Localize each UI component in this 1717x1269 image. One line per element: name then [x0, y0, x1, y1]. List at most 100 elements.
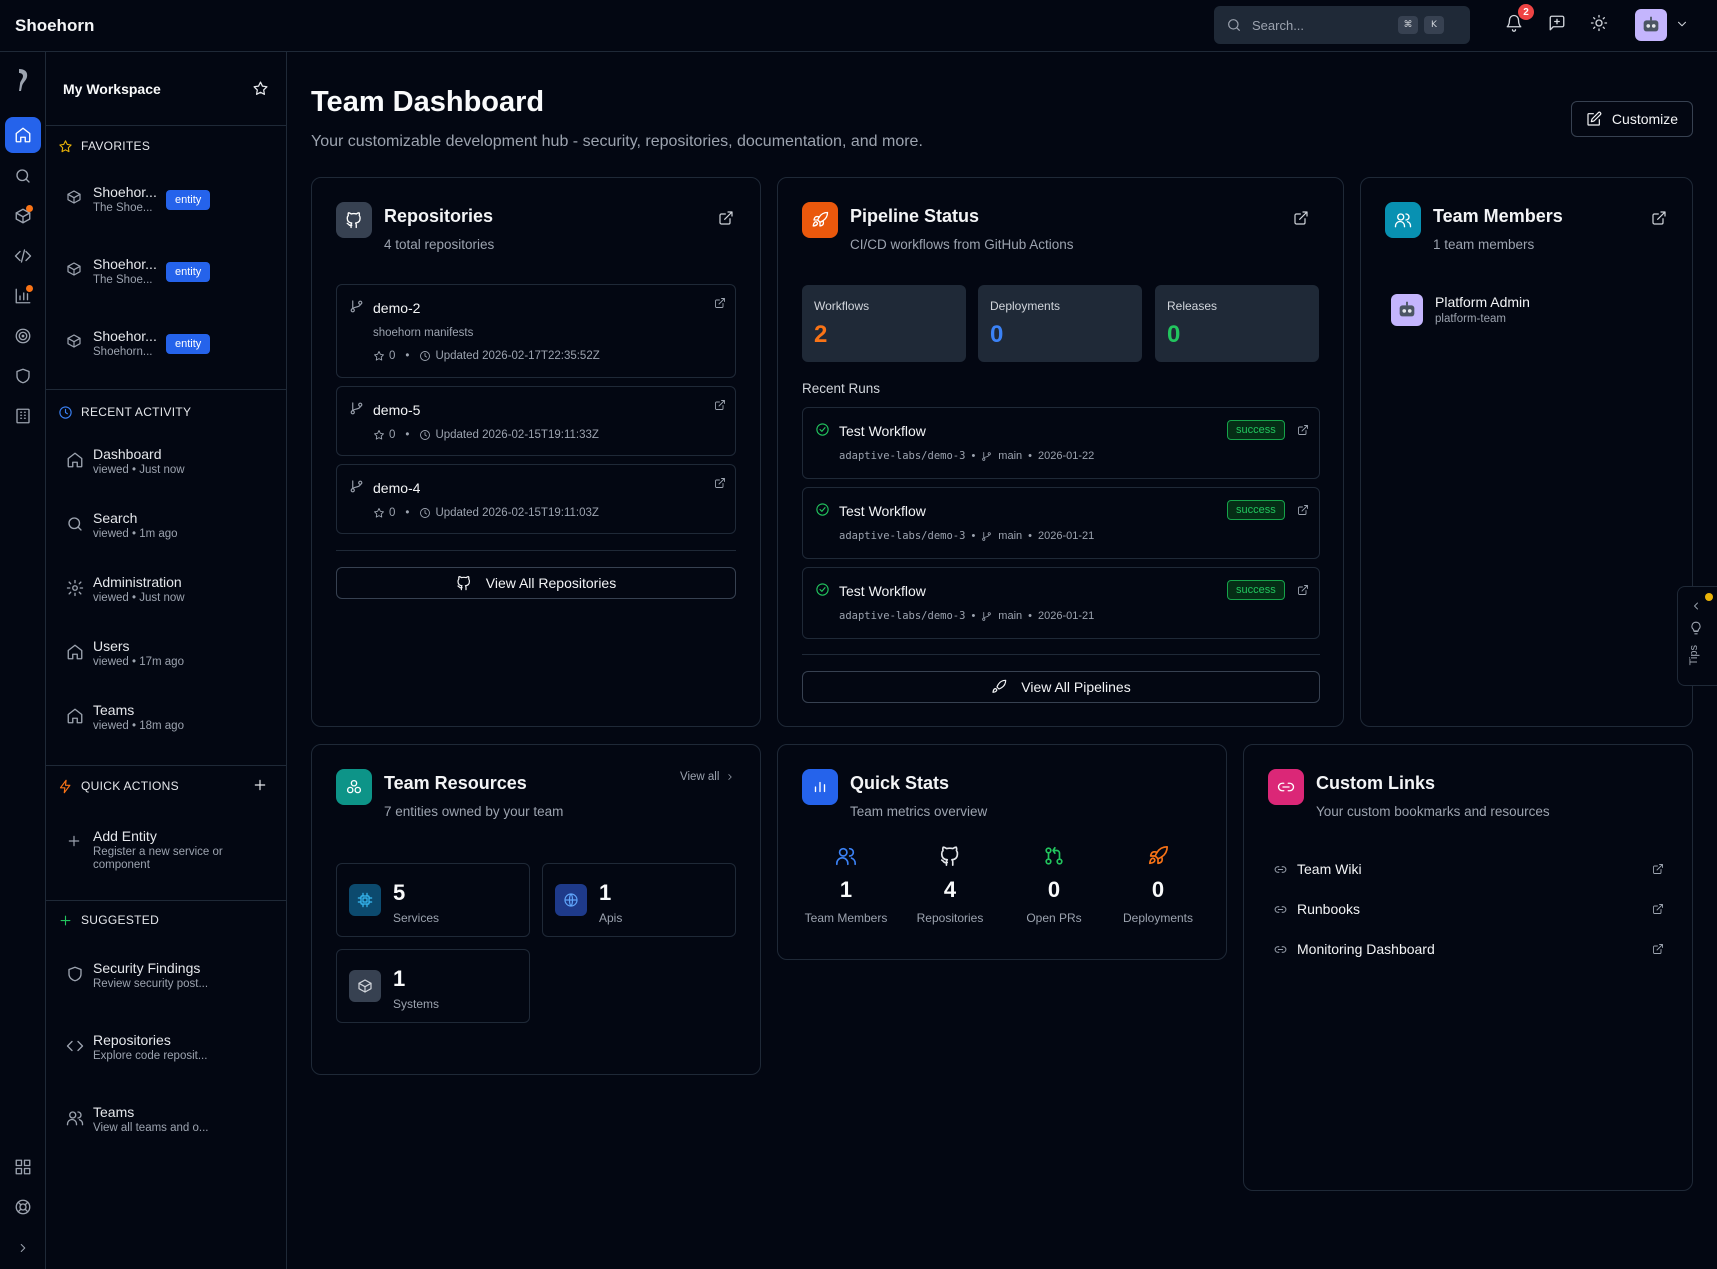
add-quick-action-button[interactable] — [252, 777, 268, 793]
external-link-icon[interactable] — [1297, 504, 1309, 516]
suggested-item-security[interactable]: Security Findings Review security post... — [46, 960, 287, 990]
rail-targets[interactable] — [5, 318, 41, 354]
rail-catalog[interactable] — [5, 198, 41, 234]
rail-security[interactable] — [5, 358, 41, 394]
suggested-title: Repositories — [93, 1032, 171, 1048]
view-all-pipelines-button[interactable]: View All Pipelines — [802, 671, 1320, 703]
rail-code[interactable] — [5, 238, 41, 274]
tips-tab[interactable]: Tips — [1677, 586, 1717, 686]
repository-item[interactable]: demo-5 0 • Updated 2026-02-15T19:11:33Z — [336, 386, 736, 456]
resource-systems[interactable]: 1 Systems — [336, 949, 530, 1023]
recent-subtitle: viewed • 17m ago — [93, 656, 184, 668]
quick-stat-open-prs: 0 Open PRs — [1002, 845, 1106, 925]
resource-services[interactable]: 5 Services — [336, 863, 530, 937]
rail-apps[interactable] — [5, 1149, 41, 1185]
card-title: Repositories — [384, 206, 494, 226]
recent-item-dashboard[interactable]: Dashboard viewed • Just now — [46, 446, 287, 476]
external-link-icon[interactable] — [1297, 424, 1309, 436]
external-link-icon[interactable] — [714, 399, 726, 411]
rail-organization[interactable] — [5, 398, 41, 434]
pipeline-run[interactable]: Test Workflow adaptive-labs/demo-3 • main… — [802, 487, 1320, 559]
suggested-item-teams[interactable]: Teams View all teams and o... — [46, 1104, 287, 1134]
recent-item-teams[interactable]: Teams viewed • 18m ago — [46, 702, 287, 732]
quick-stat-label: Repositories — [916, 911, 984, 925]
rail-home[interactable] — [5, 117, 41, 153]
pipeline-run[interactable]: Test Workflow adaptive-labs/demo-3 • main… — [802, 567, 1320, 639]
run-repo: adaptive-labs/demo-3 — [839, 450, 966, 462]
recent-activity-heading: RECENT ACTIVITY — [46, 402, 203, 422]
status-badge: success — [1227, 580, 1285, 600]
workspace-name[interactable]: My Workspace — [63, 80, 161, 97]
recent-item-administration[interactable]: Administration viewed • Just now — [46, 574, 287, 604]
rail-search[interactable] — [5, 158, 41, 194]
custom-link-item[interactable]: Runbooks — [1274, 901, 1664, 917]
home-icon — [15, 127, 31, 143]
resource-count: 5 — [393, 880, 406, 905]
rocket-icon — [992, 679, 1007, 693]
app-logo-text[interactable]: Shoehorn — [15, 15, 95, 35]
suggested-subtitle: Review security post... — [93, 978, 209, 990]
chevron-down-icon — [1677, 21, 1687, 27]
external-link-icon — [1653, 904, 1663, 914]
open-pipelines-link[interactable] — [1293, 210, 1309, 226]
quick-stat-team-members: 1 Team Members — [794, 845, 898, 925]
recent-title: Search — [93, 510, 138, 526]
repository-name: demo-5 — [373, 402, 421, 418]
rail-analytics[interactable] — [5, 278, 41, 314]
favorite-item[interactable]: Shoehor... The Shoe... — [46, 184, 287, 214]
rail-logo[interactable] — [5, 62, 41, 98]
check-circle-icon — [816, 423, 829, 436]
external-link-icon[interactable] — [714, 477, 726, 489]
notifications-button[interactable] — [1505, 14, 1523, 32]
resource-label: Apis — [599, 911, 623, 925]
user-menu-toggle[interactable] — [1675, 17, 1689, 31]
quick-action-add-entity[interactable]: Add Entity Register a new service or compo… — [46, 828, 287, 871]
global-search[interactable]: ⌘ K — [1214, 6, 1470, 44]
search-input[interactable] — [1252, 17, 1392, 33]
link-icon — [1274, 945, 1287, 953]
recent-item-users[interactable]: Users viewed • 17m ago — [46, 638, 287, 668]
star-icon[interactable] — [252, 80, 269, 97]
open-team-members-link[interactable] — [1651, 210, 1667, 226]
external-link-icon[interactable] — [714, 297, 726, 309]
team-members-card: Team Members 1 team members Platform Adm… — [1360, 177, 1693, 727]
theme-toggle-button[interactable] — [1590, 14, 1608, 32]
repository-item[interactable]: demo-2 shoehorn manifests 0 • Updated 20… — [336, 284, 736, 378]
run-repo: adaptive-labs/demo-3 — [839, 610, 966, 622]
resource-apis[interactable]: 1 Apis — [542, 863, 736, 937]
team-member-item[interactable]: Platform Admin platform-team — [1391, 294, 1671, 334]
external-link-icon[interactable] — [1297, 584, 1309, 596]
view-all-repositories-button[interactable]: View All Repositories — [336, 567, 736, 599]
suggested-item-repositories[interactable]: Repositories Explore code reposit... — [46, 1032, 287, 1062]
favorite-item[interactable]: Shoehor... The Shoe... — [46, 256, 287, 286]
message-plus-icon — [1549, 15, 1565, 31]
lifebuoy-icon — [15, 1199, 31, 1215]
divider — [46, 765, 287, 766]
favorite-item[interactable]: Shoehor... Shoehorn... — [46, 328, 287, 358]
boxes-icon — [346, 779, 362, 794]
custom-link-item[interactable]: Monitoring Dashboard — [1274, 941, 1664, 957]
notification-count-badge: 2 — [1518, 4, 1534, 20]
view-all-resources-link[interactable]: View all — [680, 771, 735, 783]
customize-button[interactable]: Customize — [1571, 101, 1693, 137]
recent-item-search[interactable]: Search viewed • 1m ago — [46, 510, 287, 540]
run-date: 2026-01-22 — [1038, 450, 1095, 462]
run-meta: adaptive-labs/demo-3 • main • 2026-01-21 — [839, 610, 1095, 622]
rail-help[interactable] — [5, 1189, 41, 1225]
user-avatar[interactable] — [1635, 9, 1667, 41]
repository-item[interactable]: demo-4 0 • Updated 2026-02-15T19:11:03Z — [336, 464, 736, 534]
repository-meta: 0 • Updated 2026-02-17T22:35:52Z — [373, 350, 600, 362]
open-repositories-link[interactable] — [718, 210, 734, 226]
feedback-button[interactable] — [1548, 14, 1566, 32]
divider — [46, 900, 287, 901]
card-subtitle: 4 total repositories — [384, 237, 495, 252]
rocket-icon — [1148, 846, 1168, 865]
run-meta: adaptive-labs/demo-3 • main • 2026-01-21 — [839, 530, 1095, 542]
target-icon — [15, 328, 31, 344]
rail-expand[interactable] — [5, 1230, 41, 1266]
pipeline-run[interactable]: Test Workflow adaptive-labs/demo-3 • main… — [802, 407, 1320, 479]
recent-subtitle: viewed • Just now — [93, 592, 185, 604]
custom-link-item[interactable]: Team Wiki — [1274, 861, 1664, 877]
shoehorn-logo-icon — [19, 69, 28, 91]
package-icon — [15, 208, 31, 224]
